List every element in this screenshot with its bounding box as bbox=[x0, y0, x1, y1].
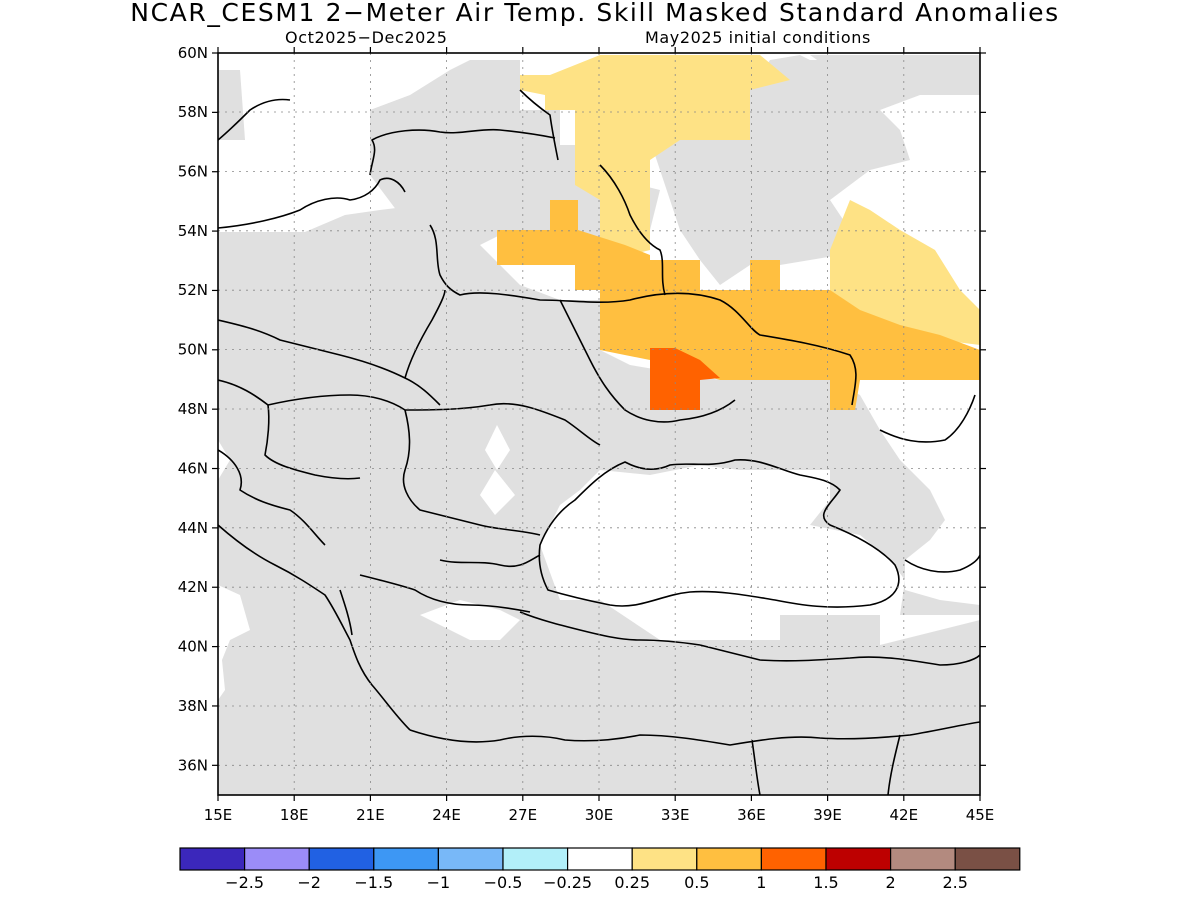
lon-label: 15E bbox=[204, 806, 233, 824]
colorbar-box bbox=[502, 847, 569, 871]
lon-label: 36E bbox=[737, 806, 766, 824]
anomaly-0.5-1 bbox=[497, 200, 980, 410]
colorbar-label: −1.5 bbox=[354, 873, 393, 892]
colorbar-box bbox=[179, 847, 246, 871]
colorbar-box bbox=[373, 847, 439, 871]
colorbar-box bbox=[437, 847, 504, 871]
lon-label: 39E bbox=[813, 806, 842, 824]
black-sea-zone bbox=[540, 465, 905, 640]
lon-label: 30E bbox=[585, 806, 614, 824]
coastlines-borders bbox=[218, 89, 980, 795]
lat-label: 42N bbox=[178, 578, 208, 596]
grid-lines bbox=[218, 53, 980, 795]
colorbar-label: 1.5 bbox=[813, 873, 838, 892]
tick-marks bbox=[212, 47, 986, 801]
lon-label: 45E bbox=[966, 806, 995, 824]
colorbar-label: 1 bbox=[756, 873, 766, 892]
chart-title: NCAR_CESM1 2−Meter Air Temp. Skill Maske… bbox=[130, 0, 1060, 27]
season-label: Oct2025−Dec2025 bbox=[285, 28, 448, 47]
lat-label: 52N bbox=[178, 281, 208, 299]
colorbar-label: −1 bbox=[427, 873, 451, 892]
colorbar-boxes bbox=[179, 847, 1021, 871]
colorbar-box bbox=[244, 847, 310, 871]
white-patch-romania bbox=[480, 470, 515, 515]
colorbar-box bbox=[760, 847, 827, 871]
lat-label: 56N bbox=[178, 162, 208, 180]
colorbar-box bbox=[825, 847, 892, 871]
colorbar-box bbox=[566, 847, 633, 871]
masked-region-northeast bbox=[810, 55, 980, 110]
longitude-labels: 15E 18E 21E 24E 27E 30E 33E 36E 39E 42E … bbox=[204, 806, 995, 824]
lon-label: 42E bbox=[890, 806, 919, 824]
lon-label: 24E bbox=[432, 806, 461, 824]
lat-label: 38N bbox=[178, 697, 208, 715]
lat-label: 46N bbox=[178, 459, 208, 477]
colorbar-label: −2 bbox=[297, 873, 321, 892]
colorbar-label: 0.25 bbox=[614, 873, 650, 892]
anomaly-1-1.5 bbox=[650, 348, 720, 410]
colorbar-label: −0.25 bbox=[543, 873, 592, 892]
init-conditions-label: May2025 initial conditions bbox=[645, 28, 871, 47]
lat-label: 48N bbox=[178, 400, 208, 418]
lon-label: 33E bbox=[661, 806, 690, 824]
lat-label: 44N bbox=[178, 519, 208, 537]
colorbar-label: 2 bbox=[886, 873, 896, 892]
lat-label: 60N bbox=[178, 44, 208, 62]
lat-label: 50N bbox=[178, 341, 208, 359]
white-patch-anatolia bbox=[880, 615, 980, 645]
colorbar-label: 0.5 bbox=[684, 873, 709, 892]
colorbar-labels: −2.5 −2 −1.5 −1 −0.5 −0.25 0.25 0.5 1 1.… bbox=[225, 873, 968, 892]
masked-region-north-2 bbox=[370, 60, 660, 250]
lat-label: 36N bbox=[178, 757, 208, 775]
white-patch-carpathian bbox=[485, 425, 510, 470]
colorbar-box bbox=[889, 847, 956, 871]
colorbar-label: −2.5 bbox=[225, 873, 264, 892]
colorbar-label: −0.5 bbox=[484, 873, 523, 892]
lat-label: 54N bbox=[178, 222, 208, 240]
colorbar-label: 2.5 bbox=[942, 873, 967, 892]
lat-label: 58N bbox=[178, 103, 208, 121]
lon-label: 18E bbox=[280, 806, 309, 824]
colorbar: −2.5 −2 −1.5 −1 −0.5 −0.25 0.25 0.5 1 1.… bbox=[179, 847, 1021, 892]
anomaly-0.25-0.5 bbox=[520, 55, 980, 345]
colorbar-box bbox=[696, 847, 762, 871]
white-patch-aegean bbox=[420, 600, 520, 640]
colorbar-box bbox=[308, 847, 375, 871]
latitude-labels: 36N 38N 40N 42N 44N 46N 48N 50N 52N 54N … bbox=[178, 44, 208, 775]
unmasked-areas bbox=[420, 425, 980, 645]
lon-label: 27E bbox=[509, 806, 538, 824]
colorbar-box bbox=[631, 847, 698, 871]
colorbar-box bbox=[954, 847, 1021, 871]
lat-label: 40N bbox=[178, 638, 208, 656]
lon-label: 21E bbox=[356, 806, 385, 824]
